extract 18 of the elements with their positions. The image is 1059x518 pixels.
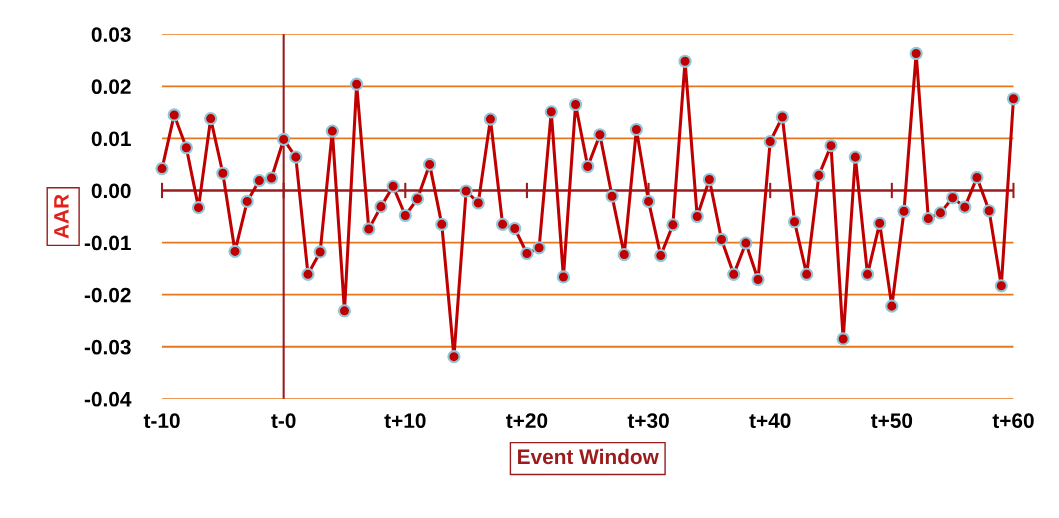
x-axis-title: Event Window xyxy=(518,448,659,465)
y-tick-label: -0.01 xyxy=(84,235,131,251)
y-axis-title: AAR xyxy=(54,194,69,239)
x-tick-label: t+50 xyxy=(870,413,913,429)
x-tick-label: t-0 xyxy=(271,413,296,429)
x-tick-label: t-10 xyxy=(143,413,180,429)
y-tick-label: -0.04 xyxy=(84,391,132,407)
y-tick-label: 0.02 xyxy=(91,79,131,95)
y-tick-label: -0.03 xyxy=(84,339,131,355)
y-tick-label: 0.03 xyxy=(91,27,131,42)
x-tick-label: t+20 xyxy=(506,413,548,429)
y-tick-label: -0.02 xyxy=(84,287,131,303)
x-tick-label: t+60 xyxy=(992,413,1034,429)
x-tick-label: t+10 xyxy=(384,413,426,429)
y-tick-label: 0.01 xyxy=(91,131,131,147)
y-tick-label: 0.00 xyxy=(91,183,131,199)
x-tick-label: t+40 xyxy=(749,413,791,429)
x-tick-label: t+30 xyxy=(627,413,669,429)
